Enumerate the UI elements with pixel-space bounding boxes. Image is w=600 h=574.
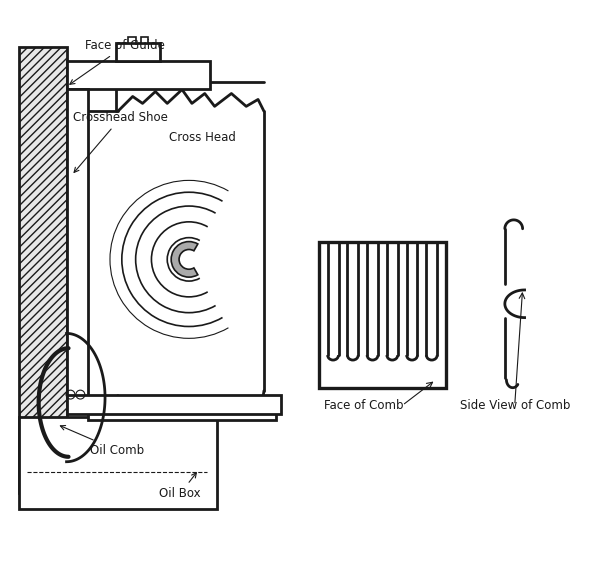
Bar <box>319 242 446 387</box>
Text: Face of Guide: Face of Guide <box>70 39 165 84</box>
Bar <box>128 37 136 43</box>
Bar <box>67 394 281 414</box>
Wedge shape <box>171 242 198 277</box>
Bar <box>88 401 276 420</box>
Text: Cross Head: Cross Head <box>169 131 236 144</box>
Text: Oil Comb: Oil Comb <box>61 425 145 457</box>
Bar <box>116 43 160 61</box>
Text: Oil Box: Oil Box <box>160 473 201 501</box>
Bar <box>140 37 148 43</box>
Text: Face of Comb: Face of Comb <box>324 400 404 412</box>
Text: Crosshead Shoe: Crosshead Shoe <box>73 111 169 172</box>
Bar <box>67 88 88 398</box>
Text: Side View of Comb: Side View of Comb <box>460 400 571 412</box>
Bar <box>19 47 67 493</box>
Bar <box>19 417 217 509</box>
Bar <box>67 61 209 88</box>
